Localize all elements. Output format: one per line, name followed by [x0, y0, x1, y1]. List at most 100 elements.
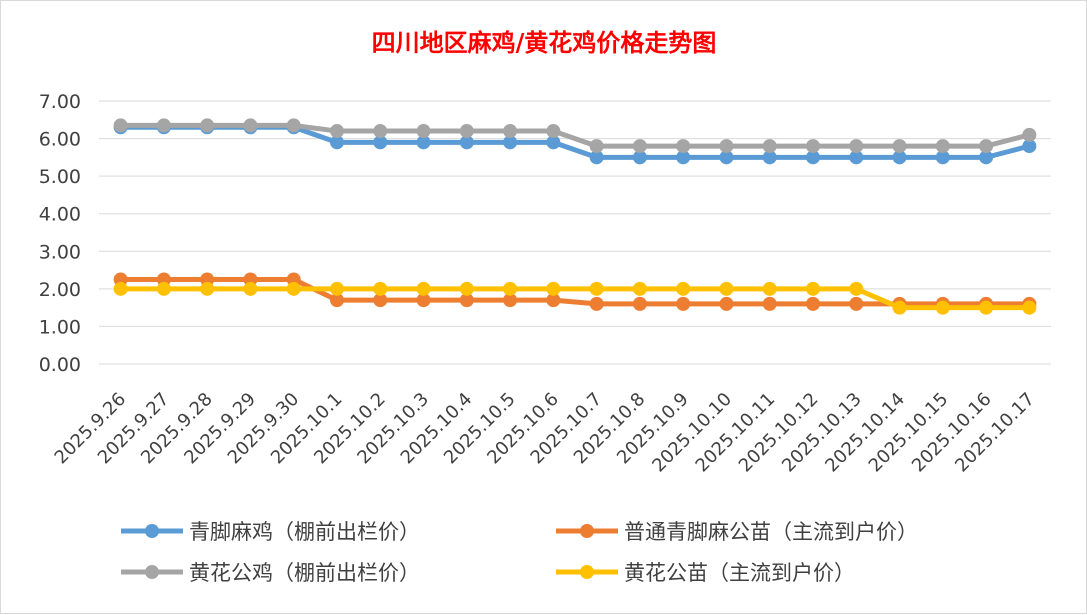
data-point [892, 150, 907, 165]
series-3 [113, 118, 1037, 154]
data-point [849, 281, 864, 296]
data-point [200, 281, 215, 296]
legend-item: 黄花公苗（主流到户价） [556, 561, 855, 585]
data-point [373, 293, 388, 308]
legend-item: 青脚麻鸡（棚前出栏价） [121, 520, 420, 544]
legend-swatch-marker [145, 524, 159, 538]
data-point [632, 150, 647, 165]
data-point [589, 150, 604, 165]
data-point [935, 139, 950, 154]
data-point [589, 139, 604, 154]
legend: 青脚麻鸡（棚前出栏价） 普通青脚麻公苗（主流到户价） 黄花公鸡（棚前出栏价） 黄花公苗… [121, 520, 918, 585]
y-tick-label: 2.00 [39, 279, 81, 301]
data-point [806, 296, 820, 311]
series-2 [113, 272, 1037, 311]
series-lines [113, 118, 1037, 315]
x-axis: 2025.9.262025.9.272025.9.282025.9.292025… [51, 389, 1039, 477]
data-point [719, 296, 734, 311]
chart-title: 四川地区麻鸡/黄花鸡价格走势图 [372, 28, 717, 57]
data-point [849, 150, 864, 165]
data-point [762, 296, 777, 311]
data-point [459, 135, 474, 150]
data-point [416, 124, 431, 139]
y-tick-label: 7.00 [39, 91, 81, 113]
y-tick-label: 3.00 [39, 241, 81, 263]
data-point [373, 124, 388, 139]
data-point [762, 281, 777, 296]
y-tick-label: 6.00 [39, 129, 81, 151]
legend-item: 普通青脚麻公苗（主流到户价） [556, 520, 918, 544]
data-point [503, 135, 518, 150]
data-point [892, 139, 907, 154]
data-point [546, 124, 561, 139]
data-point [719, 281, 734, 296]
legend-label: 普通青脚麻公苗（主流到户价） [624, 520, 918, 544]
data-point [632, 296, 647, 311]
data-point [1022, 139, 1037, 154]
data-point [1022, 127, 1037, 142]
data-point [676, 296, 691, 311]
data-point [979, 139, 994, 154]
data-point [459, 281, 474, 296]
legend-item: 黄花公鸡（棚前出栏价） [121, 561, 420, 585]
y-tick-label: 5.00 [39, 166, 81, 188]
data-point [156, 281, 171, 296]
data-point [416, 281, 431, 296]
data-point [589, 296, 604, 311]
legend-swatch-marker [580, 565, 594, 579]
data-point [719, 150, 734, 165]
data-point [935, 150, 950, 165]
legend-label: 黄花公苗（主流到户价） [624, 561, 855, 585]
data-point [632, 281, 647, 296]
data-point [503, 124, 518, 139]
data-point [676, 281, 691, 296]
data-point [676, 150, 691, 165]
data-point [979, 300, 994, 315]
data-point [330, 135, 344, 150]
data-point [806, 139, 820, 154]
data-point [373, 135, 388, 150]
series-line [120, 286, 1030, 311]
data-point [979, 150, 994, 165]
data-point [892, 300, 907, 315]
data-point [373, 281, 388, 296]
data-point [503, 293, 518, 308]
data-point [286, 281, 301, 296]
data-point [762, 139, 777, 154]
data-point [546, 135, 561, 150]
data-point [676, 139, 691, 154]
data-point [806, 150, 820, 165]
data-point [849, 139, 864, 154]
data-point [330, 293, 344, 308]
data-point [200, 118, 215, 133]
data-point [416, 135, 431, 150]
legend-swatch-marker [145, 565, 159, 579]
data-point [632, 139, 647, 154]
data-point [503, 281, 518, 296]
data-point [546, 281, 561, 296]
y-tick-label: 0.00 [39, 354, 81, 376]
series-4 [113, 281, 1037, 315]
legend-swatch-marker [580, 524, 594, 538]
data-point [1022, 300, 1037, 315]
series-line [120, 124, 1030, 160]
data-point [806, 281, 820, 296]
legend-label: 黄花公鸡（棚前出栏价） [189, 561, 420, 585]
series-line [120, 276, 1030, 307]
data-point [243, 118, 258, 133]
y-axis: 0.00 1.00 2.00 3.00 4.00 5.00 6.00 7.00 [39, 91, 81, 376]
data-point [546, 293, 561, 308]
data-point [719, 139, 734, 154]
y-tick-label: 4.00 [39, 204, 81, 226]
data-point [459, 293, 474, 308]
legend-label: 青脚麻鸡（棚前出栏价） [189, 520, 420, 544]
data-point [156, 118, 171, 133]
data-point [762, 150, 777, 165]
data-point [459, 124, 474, 139]
data-point [935, 300, 950, 315]
data-point [330, 281, 344, 296]
y-tick-label: 1.00 [39, 316, 81, 338]
data-point [243, 281, 258, 296]
